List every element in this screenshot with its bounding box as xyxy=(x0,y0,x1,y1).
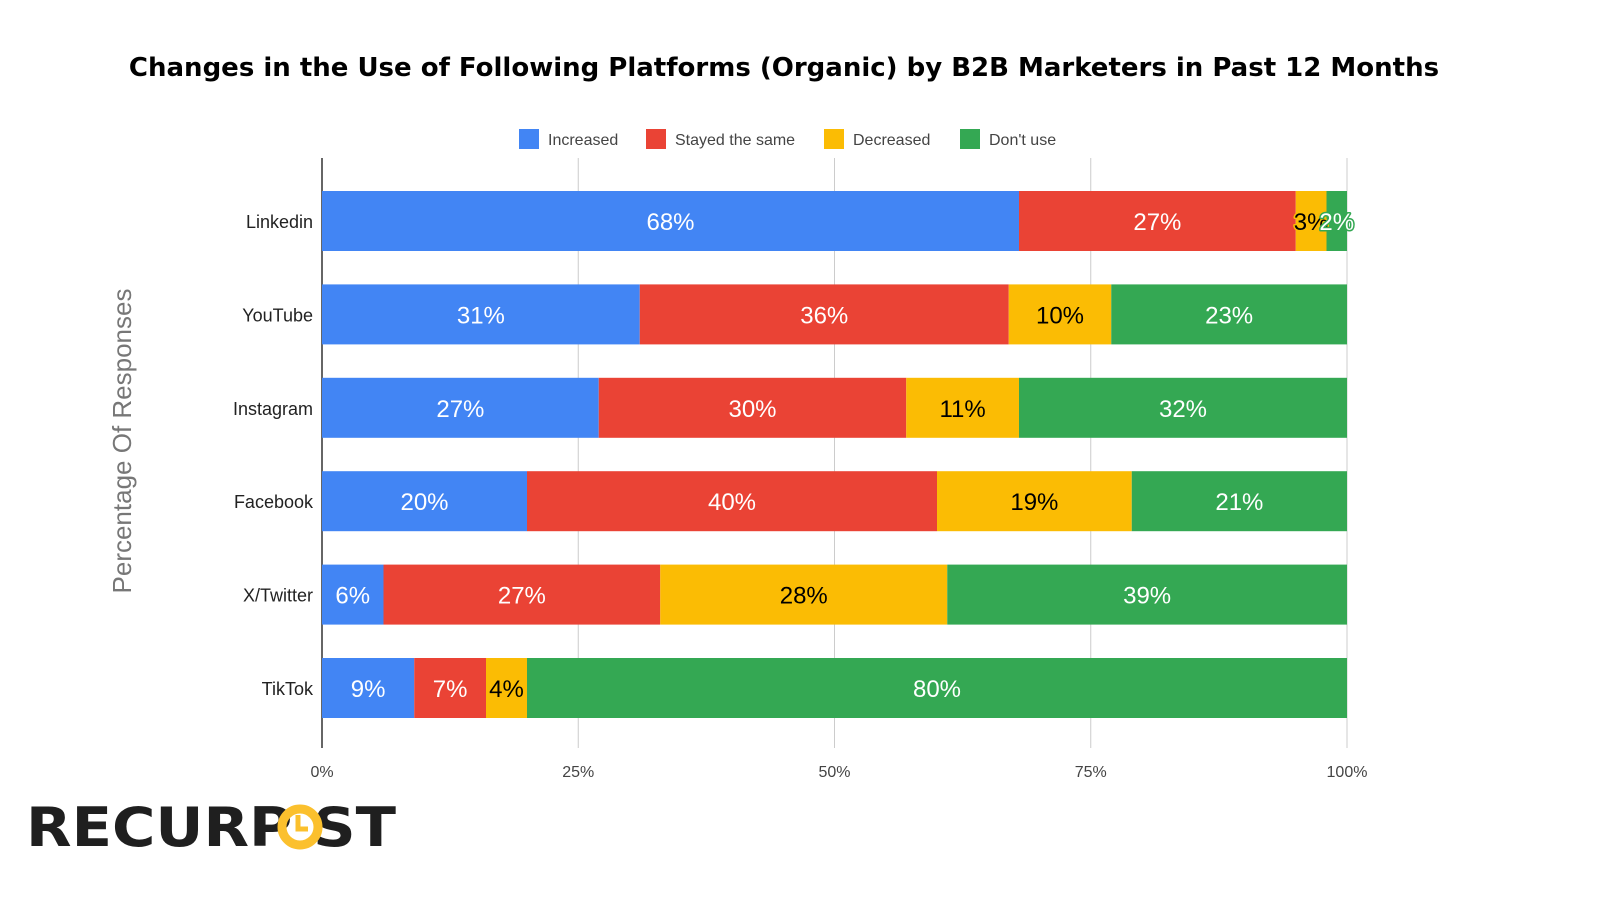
data-label: 28% xyxy=(780,583,828,610)
data-label: 40% xyxy=(708,489,756,516)
bar-segment xyxy=(1131,471,1347,532)
bar-segment xyxy=(322,191,1019,251)
bar-segment xyxy=(906,377,1019,438)
bar-segment xyxy=(527,658,1347,718)
x-tick-label: 75% xyxy=(1075,764,1107,781)
x-tick-label: 50% xyxy=(818,764,850,781)
bar-segment xyxy=(1111,284,1347,345)
logo-text: RECURP ST xyxy=(26,796,396,859)
data-label: 10% xyxy=(1036,302,1084,329)
bar-segment xyxy=(383,564,661,625)
bar-segment xyxy=(322,564,384,625)
bar-segment xyxy=(1019,377,1347,438)
data-label: 2% xyxy=(1319,209,1354,236)
bar-group: 31% 36% 10% 23% xyxy=(322,284,1347,345)
data-label: 23% xyxy=(1205,302,1253,329)
bar-segment xyxy=(660,564,948,625)
recurpost-logo: RECURP ST xyxy=(26,796,396,859)
data-label: 36% xyxy=(800,302,848,329)
bar-segment xyxy=(1326,191,1347,251)
bar-group: 6% 27% 28% 39% xyxy=(322,564,1347,625)
bar-segment xyxy=(947,564,1347,625)
x-tick-label: 100% xyxy=(1327,764,1368,781)
gridlines xyxy=(321,158,1348,748)
clock-icon xyxy=(277,804,323,850)
legend-swatch xyxy=(824,129,844,149)
chart-title: Changes in the Use of Following Platform… xyxy=(129,53,1439,83)
category-label: TikTok xyxy=(262,679,314,699)
category-label: Instagram xyxy=(233,399,313,419)
legend-swatch xyxy=(646,129,666,149)
data-label: 4% xyxy=(489,676,524,703)
clock-hands xyxy=(295,815,308,832)
bar-segment xyxy=(598,377,907,438)
data-label: 21% xyxy=(1215,489,1263,516)
bar-group: 9% 7% 4% 80% xyxy=(322,658,1347,718)
data-label: 6% xyxy=(335,583,370,610)
legend-label: Increased xyxy=(548,132,618,149)
data-label: 32% xyxy=(1159,396,1207,423)
data-label: 30% xyxy=(728,396,776,423)
bar-segment xyxy=(322,377,599,438)
bar-segment xyxy=(486,658,527,718)
bar-segment xyxy=(414,658,486,718)
bar-group: 20% 40% 19% 21% xyxy=(322,471,1347,532)
data-label: 19% xyxy=(1010,489,1058,516)
legend-label: Don't use xyxy=(989,132,1056,149)
legend-swatch xyxy=(519,129,539,149)
data-label: 27% xyxy=(498,583,546,610)
bar-segment xyxy=(322,658,415,718)
data-label: 31% xyxy=(457,302,505,329)
bar-segment xyxy=(1019,191,1296,251)
bar-group: 68% 27% 3%2% xyxy=(322,191,1356,251)
bars: 68% 27% 3%2% 31% 36% 10% 23% 27% 30% 11% 32% 20% 40%… xyxy=(322,191,1356,718)
legend-label: Stayed the same xyxy=(675,132,795,149)
data-label: 80% xyxy=(913,676,961,703)
bar-segment xyxy=(322,471,527,532)
data-label: 7% xyxy=(433,676,468,703)
y-axis-label: Percentage Of Responses xyxy=(107,289,137,594)
category-label: Facebook xyxy=(234,492,314,512)
category-labels: Linkedin YouTube Instagram Facebook X/Twitte… xyxy=(233,212,314,699)
x-tick-label: 0% xyxy=(310,764,333,781)
x-axis-ticks: 0% 25% 50% 75% 100% xyxy=(310,764,1367,781)
bar-segment xyxy=(639,284,1009,345)
legend: Increased Stayed the same Decreased Don't u… xyxy=(519,129,1056,149)
legend-label: Decreased xyxy=(853,132,930,149)
data-label: 3% xyxy=(1294,209,1329,236)
x-tick-label: 25% xyxy=(562,764,594,781)
bar-segment xyxy=(322,284,640,345)
category-label: X/Twitter xyxy=(243,586,313,606)
data-label: 9% xyxy=(351,676,386,703)
bar-segment xyxy=(1295,191,1327,251)
category-label: YouTube xyxy=(242,305,313,325)
bar-group: 27% 30% 11% 32% xyxy=(322,377,1347,438)
data-label: 11% xyxy=(939,396,985,423)
data-label: 39% xyxy=(1123,583,1171,610)
bar-segment xyxy=(937,471,1132,532)
data-label: 27% xyxy=(436,396,484,423)
legend-swatch xyxy=(960,129,980,149)
data-label: 27% xyxy=(1133,209,1181,236)
category-label: Linkedin xyxy=(246,212,313,232)
bar-segment xyxy=(1008,284,1112,345)
bar-segment xyxy=(527,471,937,532)
data-label: 68% xyxy=(646,209,694,236)
data-label: 20% xyxy=(400,489,448,516)
